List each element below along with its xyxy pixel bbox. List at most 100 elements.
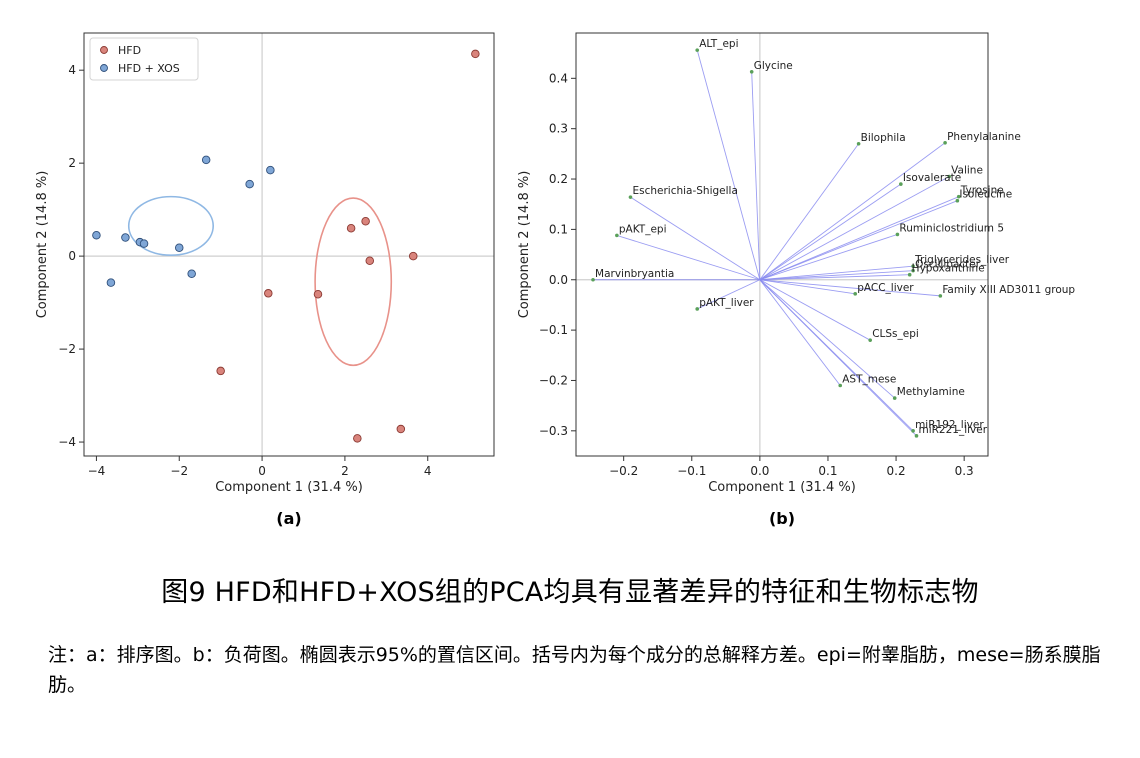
loading-label-escherichia-shigella: Escherichia-Shigella — [632, 185, 737, 197]
loading-point-methylamine — [892, 396, 897, 400]
loading-vector-ast-mese — [759, 279, 841, 386]
loading-vector-pakt-liver — [697, 279, 761, 310]
loading-label-isoleucine: Isoleucine — [959, 189, 1012, 201]
loading-point-phenylalanine — [943, 140, 947, 145]
loading-vector-methylamine — [759, 279, 896, 399]
y-tick-label: −2 — [58, 342, 76, 356]
figure-title: 图9 HFD和HFD+XOS组的PCA均具有显著差异的特征和生物标志物 — [161, 577, 979, 608]
y-tick-label: 0.1 — [549, 222, 568, 236]
figure-note: 注：a：排序图。b：负荷图。椭圆表示95%的置信区间。括号内为每个成分的总解释方… — [48, 644, 1101, 696]
loading-point-pakt-liver — [695, 307, 700, 311]
loading-label-tyrosine: Tyrosine — [960, 185, 1004, 197]
score-point-hfd — [264, 289, 273, 298]
y-tick-label: −0.3 — [539, 424, 568, 438]
loading-label-pakt-epi: pAKT_epi — [619, 223, 667, 235]
loading-point-hypoxanthine — [907, 272, 912, 277]
loading-label-oscillibacter: Oscillibacter — [915, 259, 981, 271]
x-tick-label: −0.2 — [609, 464, 638, 478]
score-point-hfd-xos — [187, 269, 196, 279]
y-tick-label: 0.0 — [549, 273, 568, 287]
score-point-hfd — [471, 49, 480, 59]
loading-vector-alt-epi — [696, 50, 761, 280]
score-point-hfd-xos — [175, 243, 184, 253]
loading-vector-pakt-epi — [616, 235, 761, 281]
loading-point-mir221-liver — [914, 434, 919, 438]
y-tick-label: 0 — [68, 249, 76, 263]
loading-point-isoleucine — [955, 198, 960, 203]
x-tick-label: 0.1 — [818, 464, 837, 478]
legend-marker-hfd — [100, 46, 108, 54]
loading-point-bilophila — [856, 141, 861, 146]
loading-vector-phenylalanine — [759, 142, 946, 281]
loading-vector-triglycerides-liver — [759, 265, 914, 281]
y-tick-label: 2 — [68, 156, 76, 170]
score-point-hfd — [396, 424, 406, 434]
y-axis-label: Component 2 (14.8 %) — [517, 171, 532, 319]
score-point-hfd-xos — [266, 165, 275, 175]
loading-point-pacc-liver — [853, 292, 858, 296]
score-point-hfd-xos — [201, 155, 211, 165]
x-tick-label: −2 — [170, 464, 188, 478]
score-point-hfd — [365, 256, 375, 266]
score-plot-panel: −4 −2 0 2 4 −4 −2 0 2 4 Component 1 (31.4 %) Compon… — [35, 32, 495, 528]
loading-label-family-xiii-ad3011-group: Family XIII AD3011 group — [942, 284, 1075, 296]
score-point-hfd — [346, 223, 356, 233]
panel-label: (a) — [276, 509, 301, 528]
loading-vector-clss-epi — [759, 279, 871, 341]
legend-label-hfd: HFD — [118, 44, 141, 57]
loading-label-methylamine: Methylamine — [897, 386, 965, 398]
loading-label-glycine: Glycine — [754, 60, 793, 72]
y-tick-label: 0.2 — [549, 172, 568, 186]
legend-box — [89, 37, 199, 81]
loading-point-oscillibacter — [911, 268, 915, 273]
score-point-hfd-xos — [106, 278, 116, 287]
loading-label-pakt-liver: pAKT_liver — [699, 297, 754, 309]
loading-point-escherichia-shigella — [628, 195, 633, 199]
y-tick-label: 4 — [68, 63, 76, 77]
loading-point-ruminiclostridium-5 — [895, 232, 900, 237]
loading-label-alt-epi: ALT_epi — [699, 38, 738, 50]
loading-vector-bilophila — [759, 143, 859, 281]
loading-vector-escherichia-shigella — [630, 196, 761, 281]
loading-vector-mir221-liver — [759, 279, 917, 437]
loading-vector-isovalerate — [759, 183, 902, 281]
loading-label-bilophila: Bilophila — [861, 132, 906, 144]
confidence-ellipse-hfd-xos — [127, 195, 215, 256]
score-point-hfd — [408, 251, 418, 261]
loading-point-mir192-liver — [911, 429, 915, 433]
x-axis-label: Component 1 (31.4 %) — [215, 480, 363, 495]
loading-vectors — [593, 50, 959, 437]
panel-label: (b) — [769, 509, 795, 528]
loading-plot-panel: −0.2 −0.1 0.0 0.1 0.2 0.3 −0.3 −0.2 −0.1 0.0 0.1 0.… — [517, 32, 1075, 528]
loading-label-triglycerides-liver: Triglycerides_liver — [914, 254, 1010, 266]
loading-vector-ruminiclostridium-5 — [759, 234, 898, 281]
loading-point-glycine — [749, 69, 754, 74]
loading-point-triglycerides-liver — [911, 264, 915, 268]
loading-point-isovalerate — [899, 182, 903, 186]
loading-vector-valine — [759, 176, 950, 281]
score-point-hfd — [361, 217, 370, 226]
y-tick-label: 0.4 — [549, 71, 568, 85]
loading-vector-isoleucine — [759, 200, 958, 281]
x-tick-label: −0.1 — [677, 464, 706, 478]
loading-vector-hypoxanthine — [759, 274, 910, 281]
x-tick-label: 2 — [341, 464, 349, 478]
legend-label-hfd-xos: HFD + XOS — [118, 62, 180, 75]
loading-label-isovalerate: Isovalerate — [903, 172, 961, 184]
loading-point-tyrosine — [956, 194, 961, 199]
loading-point-alt-epi — [695, 48, 700, 52]
loading-vector-tyrosine — [759, 196, 959, 281]
loading-vector-family-xiii-ad3011-group — [759, 279, 941, 297]
x-tick-label: 0.0 — [750, 464, 769, 478]
loading-label-ast-mese: AST_mese — [842, 374, 896, 386]
score-point-hfd-xos — [139, 239, 149, 248]
loading-label-phenylalanine: Phenylalanine — [947, 131, 1021, 143]
legend-marker-hfd-xos — [100, 64, 108, 72]
loading-vector-oscillibacter — [759, 270, 914, 281]
score-point-hfd-xos — [92, 230, 101, 240]
loading-point-ast-mese — [838, 383, 843, 388]
x-tick-label: −4 — [88, 464, 106, 478]
score-point-hfd-xos — [121, 233, 130, 242]
pca-figure: −4 −2 0 2 4 −4 −2 0 2 4 Component 1 (31.4 %) Compon… — [35, 32, 1075, 528]
loading-label-valine: Valine — [951, 165, 983, 177]
